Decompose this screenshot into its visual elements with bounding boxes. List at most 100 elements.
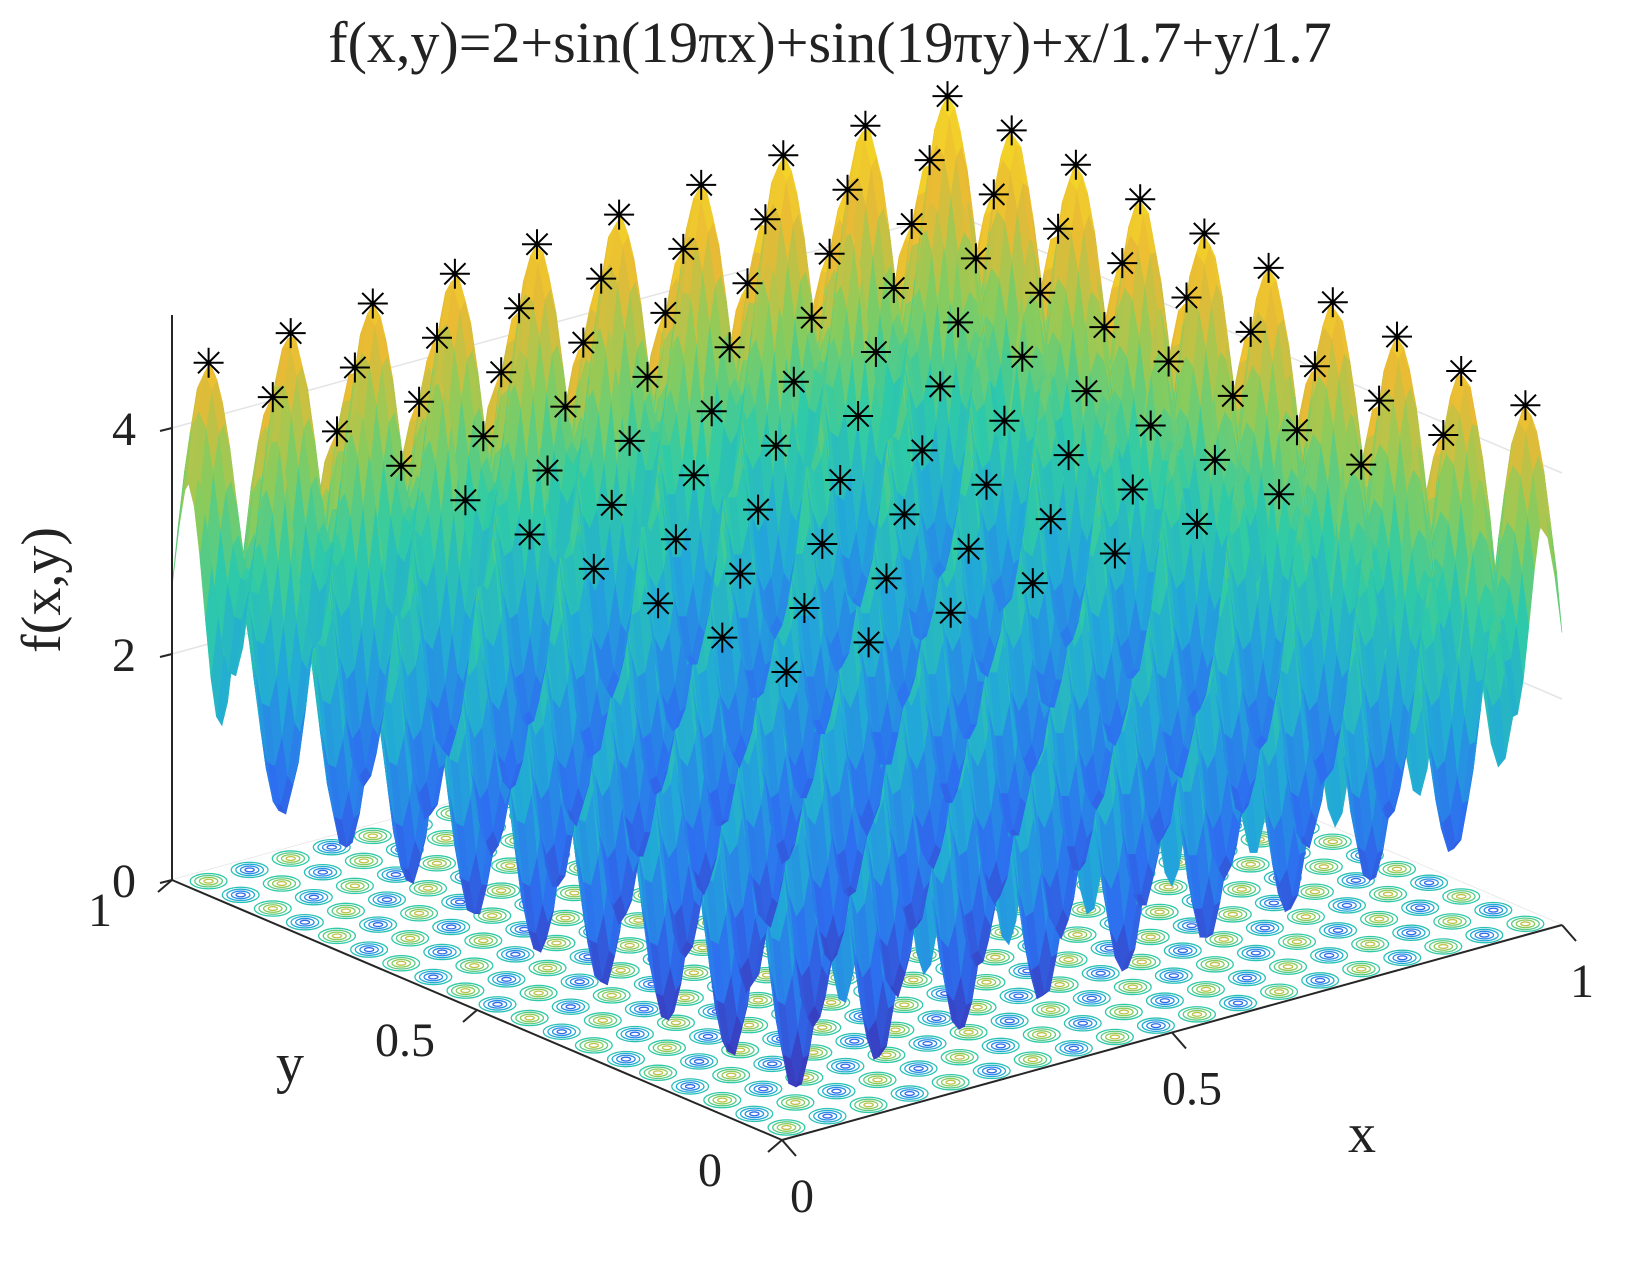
contour-ring xyxy=(1086,966,1116,980)
contour-ring xyxy=(894,1000,915,1010)
contour-ring xyxy=(1045,1007,1056,1013)
contour-ring xyxy=(908,1035,947,1052)
contour-ring xyxy=(460,988,471,994)
contour-ring xyxy=(312,838,351,856)
contour-ring xyxy=(744,1080,783,1098)
contour-ring xyxy=(717,1097,728,1103)
contour-ring xyxy=(963,1029,974,1035)
contour-ring xyxy=(739,1107,769,1121)
contour-ring xyxy=(1008,991,1029,1001)
contour-ring xyxy=(1109,1005,1139,1019)
contour-ring xyxy=(606,992,617,998)
contour-ring xyxy=(1031,1001,1070,1018)
contour-ring xyxy=(478,938,489,944)
contour-ring xyxy=(335,877,374,895)
contour-ring xyxy=(858,1071,897,1089)
contour-ring xyxy=(547,1025,577,1039)
contour-ring xyxy=(1063,1043,1084,1053)
contour-ring xyxy=(1187,1009,1207,1019)
contour-ring xyxy=(976,977,997,987)
contour-ring xyxy=(280,854,301,864)
contour-ring xyxy=(881,1052,892,1058)
contour-ring xyxy=(721,1070,742,1080)
contour-ring xyxy=(321,842,342,852)
contour-ring xyxy=(299,890,329,904)
contour-ring xyxy=(1150,994,1180,1008)
contour-ring xyxy=(597,989,627,1002)
contour-ring xyxy=(414,968,453,986)
contour-ring xyxy=(671,1078,710,1095)
contour-ring xyxy=(423,972,444,982)
contour-ring xyxy=(903,975,924,985)
contour-ring xyxy=(749,1111,760,1117)
contour-ring xyxy=(1027,1028,1057,1041)
contour-ring xyxy=(299,919,311,925)
contour-ring xyxy=(1155,996,1175,1006)
contour-ring xyxy=(817,1082,856,1100)
contour-ring xyxy=(1072,1018,1093,1028)
contour-ring xyxy=(359,945,379,955)
contour-ring xyxy=(492,972,521,986)
contour-ring xyxy=(735,1105,774,1123)
contour-ring xyxy=(1105,1032,1125,1042)
contour-ring xyxy=(721,1041,760,1059)
contour-ring xyxy=(432,918,471,936)
contour-ring xyxy=(362,831,383,841)
contour-ring xyxy=(629,1031,641,1037)
contour-ring xyxy=(844,1036,865,1046)
contour-ring xyxy=(1109,1034,1121,1040)
contour-ring xyxy=(326,844,337,850)
contour-ring xyxy=(767,1119,806,1136)
contour-ring xyxy=(1063,928,1092,941)
contour-ring xyxy=(1022,1055,1043,1065)
contour-ring xyxy=(661,1016,691,1030)
contour-ring xyxy=(560,915,571,921)
contour-ring xyxy=(1004,1018,1015,1024)
contour-ring xyxy=(579,1039,609,1052)
contour-ring xyxy=(1031,1030,1052,1040)
contour-ring xyxy=(431,860,443,866)
contour-ring xyxy=(262,875,301,892)
contour-ring xyxy=(986,1068,997,1074)
contour-ring xyxy=(817,1024,828,1031)
contour-ring xyxy=(830,1059,860,1073)
contour-ring xyxy=(1191,1011,1203,1017)
contour-ring xyxy=(413,910,425,916)
contour-ring xyxy=(780,1096,810,1109)
contour-ring xyxy=(854,1098,884,1112)
contour-ring xyxy=(459,959,489,973)
contour-ring xyxy=(656,1014,695,1032)
contour-ring xyxy=(487,971,526,988)
contour-ring xyxy=(496,974,517,984)
contour-ring xyxy=(1168,973,1180,979)
contour-ring xyxy=(565,975,595,989)
contour-ring xyxy=(423,943,462,961)
contour-ring xyxy=(890,1027,901,1033)
contour-ring xyxy=(262,904,283,914)
contour-ring xyxy=(611,1052,641,1066)
contour-ring xyxy=(422,885,434,891)
contour-ring xyxy=(253,900,292,917)
contour-ring xyxy=(428,974,439,980)
contour-ring xyxy=(1090,968,1111,978)
contour-ring xyxy=(350,941,389,958)
contour-ring xyxy=(647,1039,687,1057)
contour-ring xyxy=(1036,1003,1066,1016)
contour-ring xyxy=(317,840,347,854)
contour-ring xyxy=(528,988,549,998)
contour-ring xyxy=(551,998,590,1015)
contour-ring xyxy=(652,1041,682,1055)
contour-ring xyxy=(1072,932,1083,938)
contour-ring xyxy=(1177,1006,1217,1023)
contour-ring xyxy=(908,1064,929,1074)
contour-ring xyxy=(940,1048,979,1066)
contour-ring xyxy=(496,946,535,963)
contour-ring xyxy=(372,893,402,906)
contour-ring xyxy=(588,1014,618,1027)
contour-ring xyxy=(616,1054,636,1064)
contour-ring xyxy=(418,970,448,984)
contour-ring xyxy=(748,995,768,1005)
contour-ring xyxy=(772,1121,801,1134)
contour-ring xyxy=(551,940,562,946)
contour-ring xyxy=(1059,1041,1089,1055)
